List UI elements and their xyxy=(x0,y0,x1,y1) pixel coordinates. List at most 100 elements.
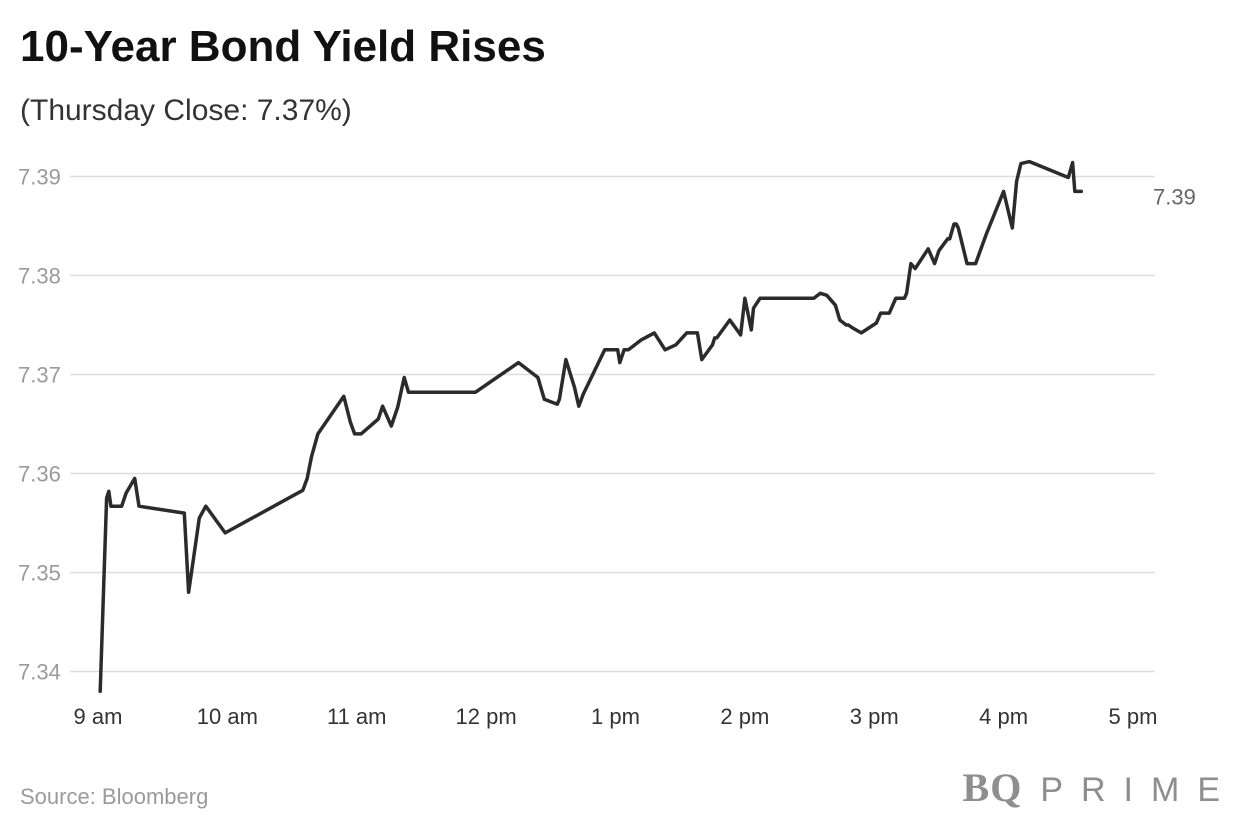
data-point xyxy=(834,304,837,307)
data-point xyxy=(191,561,194,564)
data-point xyxy=(1080,190,1083,193)
data-point xyxy=(711,343,714,346)
data-point xyxy=(390,425,393,428)
data-point xyxy=(966,262,969,265)
end-label-layer: 7.39 xyxy=(1153,184,1196,209)
yield-line xyxy=(98,159,1084,694)
data-point xyxy=(743,297,746,300)
data-point xyxy=(765,297,768,300)
data-point xyxy=(306,477,309,480)
data-point xyxy=(664,348,667,351)
data-point xyxy=(903,297,906,300)
x-tick-label: 5 pm xyxy=(1109,704,1158,729)
data-point xyxy=(1015,180,1018,183)
data-point xyxy=(618,361,621,364)
data-point xyxy=(125,492,128,495)
data-point xyxy=(640,338,643,341)
data-point xyxy=(685,331,688,334)
y-tick-label: 7.37 xyxy=(18,363,61,388)
data-point xyxy=(847,324,850,327)
data-point xyxy=(875,322,878,325)
data-point xyxy=(927,247,930,250)
data-point xyxy=(752,307,755,310)
y-tick-label: 7.35 xyxy=(18,561,61,586)
data-point xyxy=(726,322,729,325)
data-point xyxy=(310,455,313,458)
data-point xyxy=(1011,227,1014,230)
x-tick-label: 4 pm xyxy=(979,704,1028,729)
data-point xyxy=(819,292,822,295)
brand-logo: BQ PRIME xyxy=(962,764,1221,811)
data-point xyxy=(838,319,841,322)
data-point xyxy=(416,391,419,394)
data-point xyxy=(138,505,141,508)
data-point xyxy=(970,262,973,265)
data-point xyxy=(851,327,854,330)
data-point xyxy=(342,395,345,398)
data-point xyxy=(653,331,656,334)
data-point xyxy=(627,348,630,351)
x-axis-ticks: 9 am 10 am 11 am 12 pm 1 pm 2 pm 3 pm 4 pm 5 pm xyxy=(74,704,1158,729)
data-point xyxy=(543,398,546,401)
x-tick-label: 1 pm xyxy=(591,704,640,729)
data-point xyxy=(224,531,227,534)
end-value-label: 7.39 xyxy=(1153,184,1196,209)
chart-subtitle: (Thursday Close: 7.37%) xyxy=(20,94,352,127)
data-point xyxy=(696,331,699,334)
source-note: Source: Bloomberg xyxy=(20,784,209,809)
gridlines xyxy=(70,175,1155,673)
x-tick-label: 10 am xyxy=(197,704,258,729)
y-tick-label: 7.39 xyxy=(18,165,61,190)
data-point xyxy=(316,432,319,435)
data-point xyxy=(377,418,380,421)
data-point xyxy=(933,262,936,265)
data-point xyxy=(985,232,988,235)
data-point xyxy=(674,343,677,346)
data-point xyxy=(558,398,561,401)
chart-title: 10-Year Bond Yield Rises xyxy=(20,22,546,71)
brand-logo-bq: BQ xyxy=(962,765,1023,810)
data-point xyxy=(759,297,762,300)
data-point xyxy=(1067,176,1070,179)
data-point xyxy=(812,297,815,300)
data-point xyxy=(204,505,207,508)
data-point xyxy=(403,376,406,379)
data-point xyxy=(536,376,539,379)
data-point xyxy=(396,406,399,409)
series-layer xyxy=(98,159,1084,694)
x-tick-label: 12 pm xyxy=(456,704,517,729)
data-point xyxy=(120,505,123,508)
data-point xyxy=(112,505,115,508)
data-point xyxy=(1019,162,1022,165)
y-axis-ticks: 7.34 7.35 7.36 7.37 7.38 7.39 xyxy=(18,165,61,685)
data-point xyxy=(888,312,891,315)
x-tick-label: 3 pm xyxy=(850,704,899,729)
data-point xyxy=(107,490,110,493)
data-point xyxy=(948,237,951,240)
data-point xyxy=(1002,190,1005,193)
data-point xyxy=(937,249,940,252)
x-tick-label: 2 pm xyxy=(720,704,769,729)
data-point xyxy=(301,489,304,492)
data-point xyxy=(715,336,718,339)
data-point xyxy=(1071,161,1074,164)
data-point xyxy=(564,358,567,361)
data-point xyxy=(183,512,186,515)
data-point xyxy=(957,227,960,230)
data-point xyxy=(825,294,828,297)
data-point xyxy=(955,223,958,226)
data-point xyxy=(381,405,384,408)
data-point xyxy=(474,391,477,394)
data-point xyxy=(974,262,977,265)
x-tick-label: 11 am xyxy=(327,704,387,729)
data-point xyxy=(728,319,731,322)
data-point xyxy=(603,348,606,351)
data-point xyxy=(99,690,102,693)
data-point xyxy=(778,297,781,300)
data-point xyxy=(700,358,703,361)
data-point xyxy=(577,405,580,408)
data-point xyxy=(353,432,356,435)
data-point xyxy=(198,517,201,520)
x-tick-label: 9 am xyxy=(74,704,123,729)
